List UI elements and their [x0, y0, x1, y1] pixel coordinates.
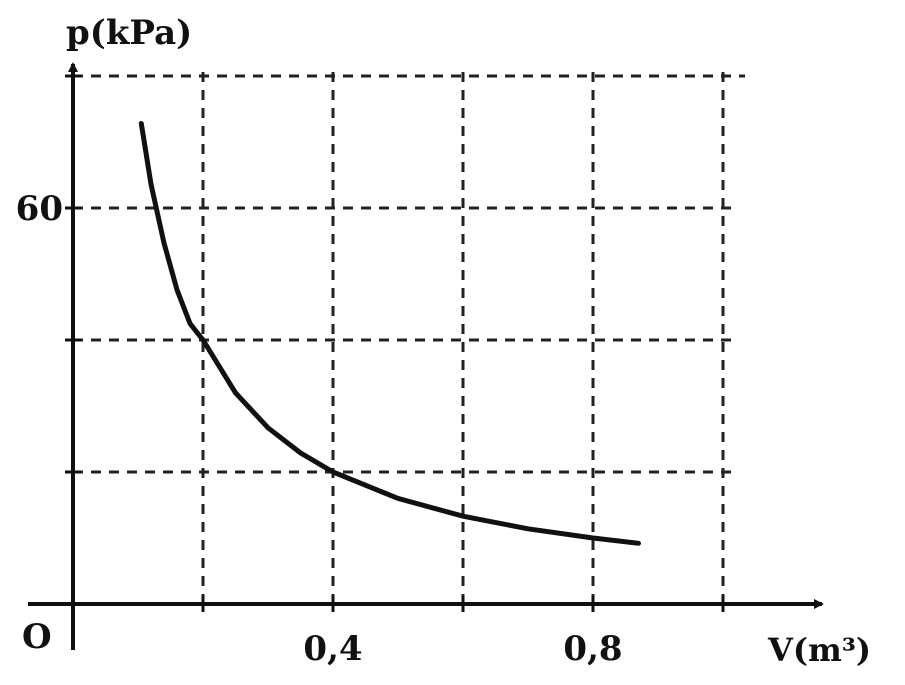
x-axis-label: V(m³) [767, 631, 871, 669]
tick-labels: 0,4 0,8 60 [16, 189, 623, 669]
tick-marks [65, 74, 725, 612]
x-tick-label-0: 0,4 [303, 629, 362, 669]
y-axis-label: p(kPa) [66, 13, 192, 53]
gridlines [73, 68, 745, 604]
y-tick-label-0: 60 [16, 189, 63, 229]
x-tick-label-1: 0,8 [563, 629, 622, 669]
origin-label: O [22, 617, 52, 657]
isotherm-curve [138, 121, 641, 546]
